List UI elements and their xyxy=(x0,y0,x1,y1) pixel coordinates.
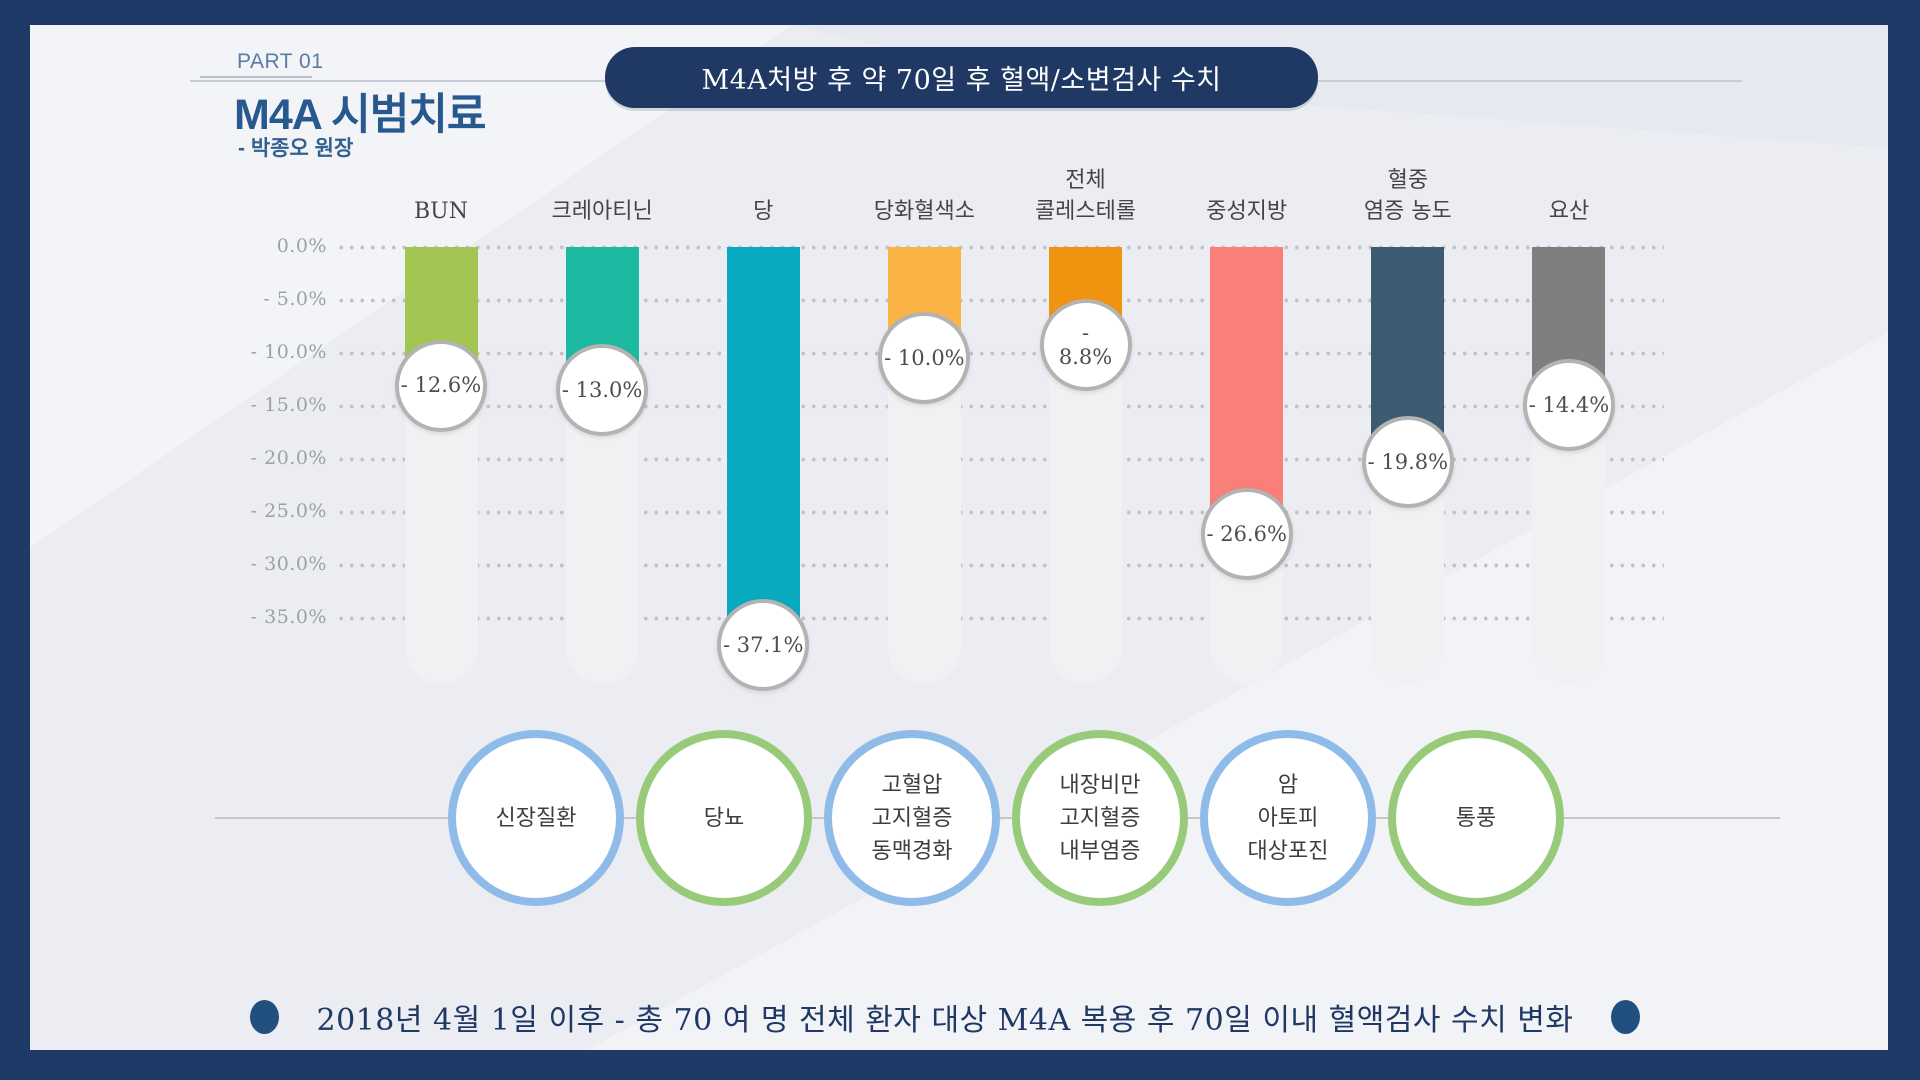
condition-circle: 통풍 xyxy=(1388,730,1564,906)
value-badge: - 13.0% xyxy=(556,343,649,436)
grid-line xyxy=(336,562,1664,568)
value-badge: - 14.4% xyxy=(1522,358,1615,451)
grid-line xyxy=(336,244,1664,250)
bar xyxy=(1210,247,1284,529)
y-axis-tick-label: - 10.0% xyxy=(250,341,327,363)
grid-line xyxy=(336,456,1664,462)
value-badge: - 37.1% xyxy=(717,599,810,692)
grid-line xyxy=(336,297,1664,303)
y-axis-tick-label: 0.0% xyxy=(276,235,327,257)
column-label: 중성지방 xyxy=(1206,199,1288,225)
part-label: PART 01 xyxy=(237,50,324,73)
value-badge: - 10.0% xyxy=(878,312,971,404)
grid-line xyxy=(336,350,1664,356)
column-label: 요산 xyxy=(1548,199,1590,225)
condition-circle: 신장질환 xyxy=(448,730,624,906)
value-badge: - 12.6% xyxy=(395,339,487,432)
y-axis-tick-label: - 35.0% xyxy=(250,606,327,628)
page-subtitle: - 박종오 원장 xyxy=(238,137,354,160)
grid-line xyxy=(336,615,1664,621)
grid-line xyxy=(336,509,1664,515)
y-axis-tick-label: - 15.0% xyxy=(250,394,327,416)
chart-title-banner: M4A처방 후 약 70일 후 혈액/소변검사 수치 xyxy=(605,47,1318,108)
chart-title: M4A처방 후 약 70일 후 혈액/소변검사 수치 xyxy=(701,65,1222,96)
footer: 2018년 4월 1일 이후 - 총 70 여 명 전체 환자 대상 M4A 복… xyxy=(0,995,1890,1039)
footer-dot-left xyxy=(249,1000,279,1034)
condition-circle: 당뇨 xyxy=(636,730,812,906)
y-axis-tick-label: - 5.0% xyxy=(263,288,327,310)
condition-circle: 고혈압 고지혈증 동맥경화 xyxy=(824,730,1000,906)
part-underline xyxy=(200,76,312,78)
column-label: 당 xyxy=(753,199,774,225)
column-label: 혈중 염증 농도 xyxy=(1363,168,1452,225)
column-label: 당화혈색소 xyxy=(873,199,975,225)
value-badge: - 8.8% xyxy=(1039,299,1132,392)
column-label: 전체 콜레스테롤 xyxy=(1034,168,1137,225)
footer-text: 2018년 4월 1일 이후 - 총 70 여 명 전체 환자 대상 M4A 복… xyxy=(316,1003,1574,1038)
bar xyxy=(726,247,800,641)
condition-circle: 내장비만 고지혈증 내부염증 xyxy=(1012,730,1188,906)
value-badge: - 26.6% xyxy=(1200,487,1293,580)
page-title: M4A 시범치료 xyxy=(234,91,486,139)
column-label: BUN xyxy=(414,199,468,225)
y-axis-tick-label: - 25.0% xyxy=(250,500,327,522)
y-axis-tick-label: - 30.0% xyxy=(250,553,327,575)
column-label: 크레아티닌 xyxy=(551,199,653,225)
grid-line xyxy=(336,403,1664,409)
condition-circle: 암 아토피 대상포진 xyxy=(1200,730,1376,906)
y-axis-tick-label: - 20.0% xyxy=(250,447,327,469)
footer-dot-right xyxy=(1611,1000,1641,1034)
value-badge: - 19.8% xyxy=(1361,415,1454,508)
